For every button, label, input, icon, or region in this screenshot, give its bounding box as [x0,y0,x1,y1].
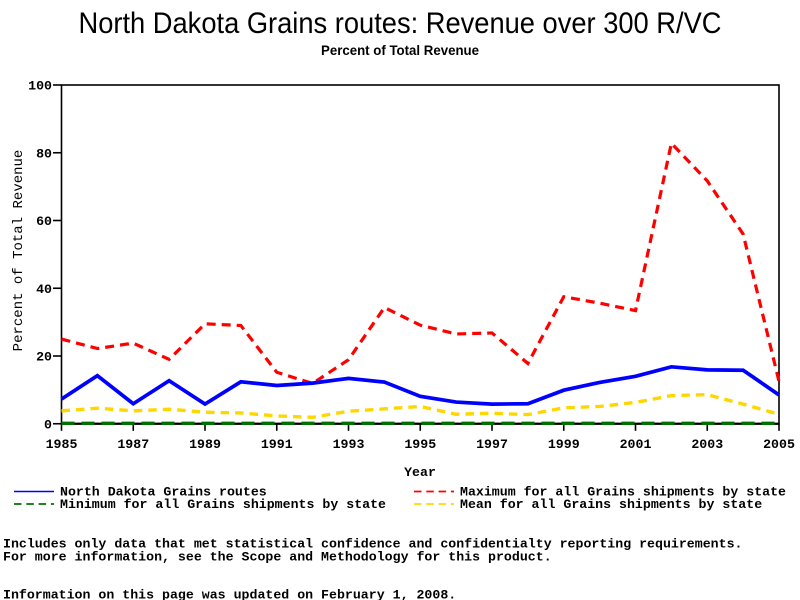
svg-text:Year: Year [404,465,436,480]
svg-text:100: 100 [28,79,52,94]
svg-text:Includes only data that met st: Includes only data that met statistical … [3,537,742,552]
svg-text:0: 0 [44,417,52,432]
svg-text:Minimum for all Grains shipmen: Minimum for all Grains shipments by stat… [60,497,386,512]
svg-text:1999: 1999 [548,437,580,452]
svg-text:For more information, see the: For more information, see the Scope and … [3,550,552,565]
svg-text:80: 80 [36,146,52,161]
svg-text:1989: 1989 [189,437,221,452]
svg-text:North Dakota Grains routes: Re: North Dakota Grains routes: Revenue over… [79,7,722,40]
svg-text:1995: 1995 [404,437,436,452]
svg-text:1991: 1991 [261,437,293,452]
svg-text:Mean for all Grains shipments: Mean for all Grains shipments by state [460,497,762,512]
svg-text:2005: 2005 [763,437,795,452]
svg-text:North Dakota Grains routes: North Dakota Grains routes [60,485,267,500]
svg-text:1997: 1997 [476,437,508,452]
svg-text:40: 40 [36,282,52,297]
svg-text:2001: 2001 [620,437,652,452]
svg-text:Percent of Total Revenue: Percent of Total Revenue [11,150,27,352]
svg-text:Percent of Total Revenue: Percent of Total Revenue [321,42,479,58]
svg-text:1987: 1987 [117,437,149,452]
svg-text:20: 20 [36,350,52,365]
svg-text:1985: 1985 [46,437,78,452]
svg-text:Maximum for all Grains shipmen: Maximum for all Grains shipments by stat… [460,485,786,500]
svg-text:Information on this page was u: Information on this page was updated on … [3,588,456,600]
svg-text:1993: 1993 [333,437,365,452]
svg-text:2003: 2003 [691,437,723,452]
svg-text:60: 60 [36,214,52,229]
